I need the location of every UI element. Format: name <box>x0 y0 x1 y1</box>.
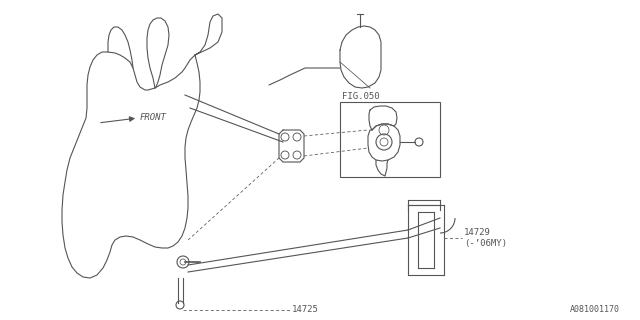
Text: FIG.050: FIG.050 <box>342 92 380 101</box>
Text: 14729
(-’06MY): 14729 (-’06MY) <box>464 228 507 248</box>
Bar <box>340 102 440 177</box>
Text: A081001170: A081001170 <box>570 305 620 314</box>
Text: 14725: 14725 <box>292 306 319 315</box>
Text: FRONT: FRONT <box>140 113 167 122</box>
